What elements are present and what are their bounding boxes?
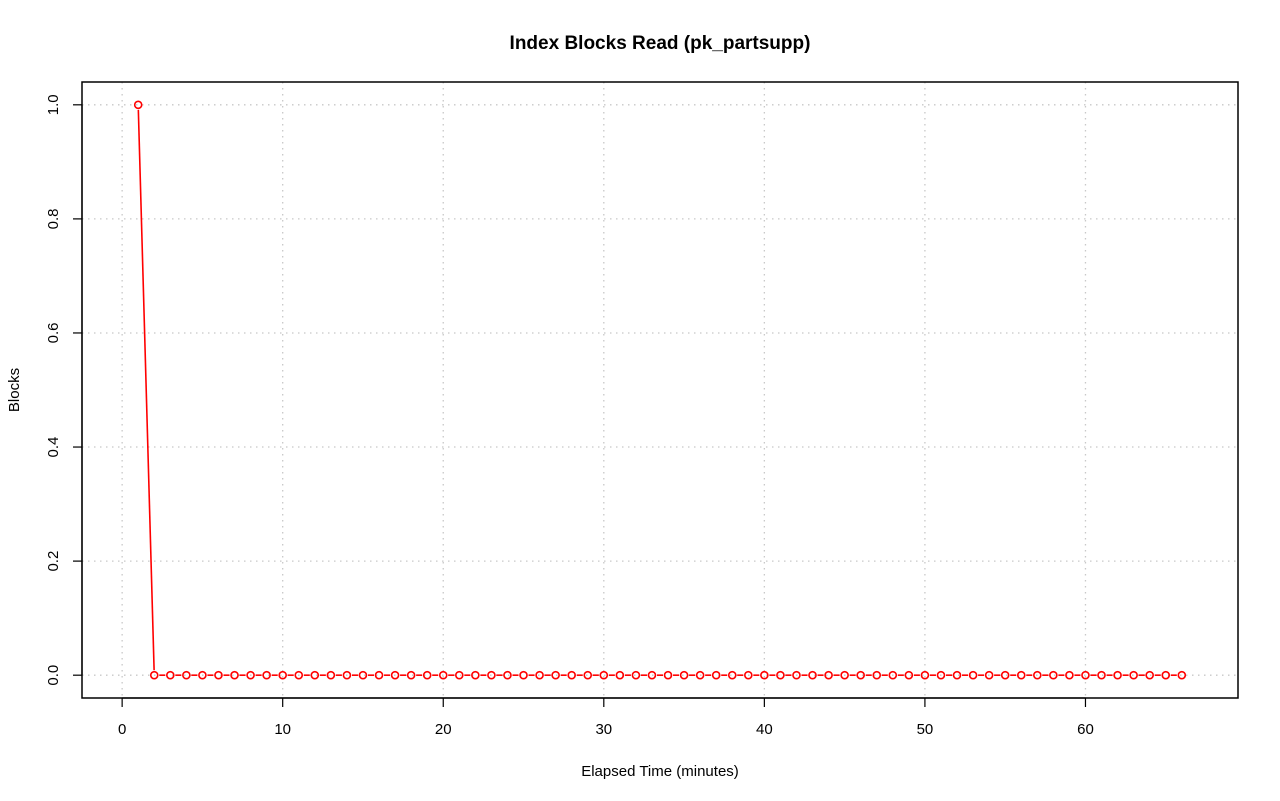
data-point-17: [406, 670, 416, 680]
data-point-57: [1049, 670, 1058, 680]
data-point-15: [374, 670, 384, 680]
data-point-24: [519, 670, 528, 680]
data-point-45: [856, 670, 865, 680]
data-point-32: [647, 670, 657, 680]
y-tick-label-1: 0.2: [45, 551, 62, 572]
data-point-16: [390, 670, 400, 680]
data-point-2: [166, 670, 175, 680]
data-point-21: [471, 670, 480, 680]
data-point-61: [1113, 670, 1122, 680]
data-point-46: [872, 670, 882, 680]
data-point-19: [438, 670, 448, 680]
data-point-44: [840, 670, 849, 680]
data-point-5: [214, 670, 223, 680]
data-point-54: [1000, 670, 1010, 680]
data-point-60: [1097, 670, 1106, 680]
data-point-33: [663, 670, 673, 680]
data-point-48: [904, 670, 914, 680]
y-tick-label-5: 1.0: [45, 94, 62, 115]
y-tick-label-4: 0.8: [45, 208, 62, 229]
data-point-53: [984, 670, 994, 680]
data-point-59: [1081, 670, 1090, 680]
data-point-39: [760, 670, 769, 680]
data-point-22: [487, 670, 496, 680]
grid: [82, 82, 1238, 698]
x-tick-label-0: 0: [118, 721, 126, 738]
data-point-13: [342, 670, 352, 680]
data-point-55: [1016, 670, 1026, 680]
data-point-52: [968, 670, 978, 680]
data-point-41: [792, 670, 801, 680]
y-tick-label-2: 0.4: [45, 437, 62, 458]
data-point-11: [310, 670, 320, 680]
data-point-37: [727, 670, 737, 680]
y-axis-label: Blocks: [6, 368, 23, 412]
x-tick-label-1: 10: [274, 721, 291, 738]
data-point-50: [936, 670, 946, 680]
data-point-23: [503, 670, 512, 680]
data-point-18: [422, 670, 432, 680]
data-point-27: [567, 670, 576, 680]
data-point-4: [198, 670, 207, 680]
data-point-25: [535, 670, 544, 680]
series: [133, 100, 1187, 680]
chart-title: Index Blocks Read (pk_partsupp): [510, 33, 811, 54]
data-point-40: [776, 670, 785, 680]
x-tick-label-2: 20: [435, 721, 452, 738]
data-point-49: [920, 670, 930, 680]
data-point-14: [358, 670, 368, 680]
data-point-7: [246, 670, 255, 680]
y-tick-label-0: 0.0: [45, 665, 62, 686]
data-point-47: [888, 670, 898, 680]
data-point-56: [1033, 670, 1042, 680]
x-tick-label-3: 30: [595, 721, 612, 738]
data-point-63: [1145, 670, 1154, 680]
data-point-30: [615, 670, 625, 680]
data-point-64: [1161, 670, 1171, 680]
y-tick-label-3: 0.6: [45, 323, 62, 344]
data-point-20: [455, 670, 464, 680]
data-point-29: [599, 670, 609, 680]
x-tick-label-5: 50: [917, 721, 934, 738]
x-axis: 0 10 20 30 40 50 60: [118, 697, 1094, 738]
data-point-26: [551, 670, 560, 680]
data-point-62: [1129, 670, 1138, 680]
x-tick-label-4: 40: [756, 721, 773, 738]
series-segment-0: [137, 109, 155, 671]
data-point-34: [679, 670, 689, 680]
data-point-1: [149, 670, 159, 680]
data-point-9: [278, 670, 287, 680]
data-point-35: [695, 670, 705, 680]
data-point-0: [133, 100, 143, 110]
data-point-43: [824, 670, 833, 680]
data-point-12: [326, 670, 336, 680]
data-point-28: [583, 670, 593, 680]
data-point-38: [744, 670, 753, 680]
data-point-58: [1065, 670, 1074, 680]
x-axis-label: Elapsed Time (minutes): [581, 763, 739, 780]
data-point-10: [294, 670, 304, 680]
data-point-65: [1177, 670, 1187, 680]
data-point-8: [262, 670, 271, 680]
x-tick-label-6: 60: [1077, 721, 1094, 738]
data-point-36: [711, 670, 721, 680]
data-point-42: [808, 670, 817, 680]
data-point-51: [952, 670, 962, 680]
plot-frame: [81, 81, 1239, 699]
data-point-31: [631, 670, 641, 680]
data-point-3: [182, 670, 191, 680]
data-point-6: [230, 670, 239, 680]
y-axis: 0.0 0.2 0.4 0.6 0.8 1.0: [45, 94, 83, 686]
